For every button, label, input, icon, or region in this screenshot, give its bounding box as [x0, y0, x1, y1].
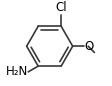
Text: Cl: Cl	[55, 1, 66, 14]
Text: O: O	[84, 40, 93, 53]
Text: H₂N: H₂N	[5, 65, 28, 78]
